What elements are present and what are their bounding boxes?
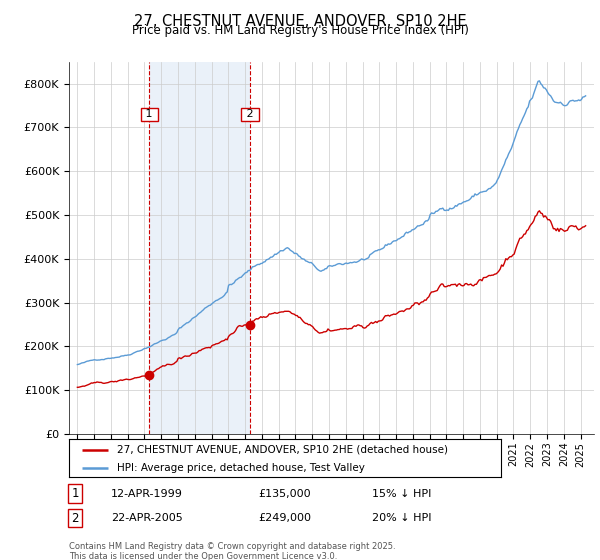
Text: Price paid vs. HM Land Registry's House Price Index (HPI): Price paid vs. HM Land Registry's House … [131, 24, 469, 37]
Text: 2: 2 [71, 511, 79, 525]
Text: HPI: Average price, detached house, Test Valley: HPI: Average price, detached house, Test… [116, 463, 364, 473]
Bar [149, 62, 250, 434]
Text: 1: 1 [71, 487, 79, 501]
Text: 27, CHESTNUT AVENUE, ANDOVER, SP10 2HE: 27, CHESTNUT AVENUE, ANDOVER, SP10 2HE [134, 14, 466, 29]
Text: 27, CHESTNUT AVENUE, ANDOVER, SP10 2HE (detached house): 27, CHESTNUT AVENUE, ANDOVER, SP10 2HE (… [116, 445, 448, 455]
Text: £135,000: £135,000 [258, 489, 311, 499]
Text: Contains HM Land Registry data © Crown copyright and database right 2025.
This d: Contains HM Land Registry data © Crown c… [69, 542, 395, 560]
Text: 12-APR-1999: 12-APR-1999 [111, 489, 183, 499]
Text: 20% ↓ HPI: 20% ↓ HPI [372, 513, 431, 523]
Text: 1: 1 [142, 109, 157, 119]
Text: 2: 2 [243, 109, 257, 119]
Text: 22-APR-2005: 22-APR-2005 [111, 513, 183, 523]
Text: 15% ↓ HPI: 15% ↓ HPI [372, 489, 431, 499]
Text: £249,000: £249,000 [258, 513, 311, 523]
